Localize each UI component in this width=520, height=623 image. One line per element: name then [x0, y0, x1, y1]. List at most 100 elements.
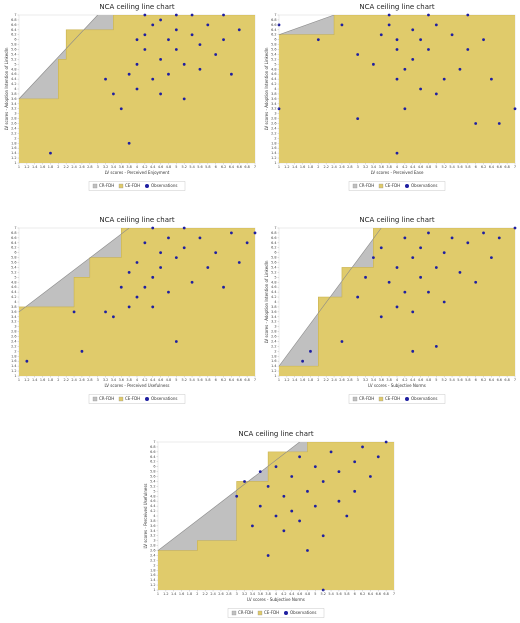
legend-box [227, 608, 325, 618]
observation-point [151, 305, 155, 309]
y-tick-label: 1.2 [150, 583, 155, 587]
observation-point [182, 62, 186, 66]
observation-point [135, 295, 139, 299]
observation-point [143, 241, 147, 245]
x-tick-label: 3 [357, 378, 359, 382]
x-tick-label: 7 [514, 165, 516, 169]
observation-point [379, 33, 383, 37]
y-tick-label: 4.8 [11, 67, 16, 71]
legend-label: Observations [151, 396, 177, 401]
observation-point [353, 489, 357, 493]
y-tick-label: 6.4 [150, 455, 155, 459]
x-tick-label: 1.8 [308, 165, 313, 169]
observation-point [119, 107, 123, 111]
legend-box [88, 394, 186, 404]
x-tick-label: 1.8 [187, 592, 192, 596]
y-tick-label: 1 [14, 161, 16, 165]
y-tick-label: 4 [14, 300, 16, 304]
y-tick-label: 1.8 [271, 141, 276, 145]
y-tick-label: 2.8 [150, 544, 155, 548]
x-tick-label: 3 [236, 592, 238, 596]
x-tick-label: 2.4 [331, 378, 336, 382]
observation-point [274, 514, 278, 518]
x-tick-label: 2 [196, 592, 198, 596]
y-tick-label: 4 [274, 87, 276, 91]
observation-point [387, 13, 391, 17]
observation-point [127, 72, 131, 76]
y-tick-label: 1.8 [11, 141, 16, 145]
x-axis-label: LV scores - Subjective Norms [247, 597, 305, 602]
x-tick-label: 6 [215, 378, 217, 382]
x-tick-label: 5.8 [205, 165, 210, 169]
observation-point [513, 107, 517, 111]
y-tick-label: 6 [153, 465, 155, 469]
y-tick-label: 3.4 [150, 529, 155, 533]
y-tick-label: 1.4 [11, 364, 16, 368]
observation-point [356, 53, 360, 56]
x-tick-label: 7 [254, 165, 256, 169]
legend-label: CE-FDH [125, 183, 140, 188]
x-tick-label: 2 [317, 378, 319, 382]
x-tick-label: 5.6 [457, 165, 462, 169]
x-tick-label: 3.4 [371, 378, 376, 382]
observation-point [427, 13, 430, 17]
x-tick-label: 6.2 [221, 378, 226, 382]
y-tick-label: 4.4 [271, 77, 276, 81]
y-tick-label: 6.6 [271, 23, 276, 27]
observation-point [490, 256, 493, 259]
x-tick-label: 1.2 [163, 592, 168, 596]
x-tick-label: 6.4 [489, 378, 494, 382]
y-tick-label: 2.4 [11, 126, 16, 130]
observation-point [266, 554, 270, 557]
observation-point [25, 359, 29, 363]
legend-swatch [378, 183, 384, 189]
x-tick-label: 5 [314, 592, 316, 596]
x-tick-label: 5.4 [189, 165, 194, 169]
y-tick-label: 6.8 [11, 18, 16, 22]
x-tick-label: 6.6 [237, 165, 242, 169]
observation-point [167, 38, 170, 42]
y-tick-label: 5.8 [271, 256, 276, 260]
y-tick-label: 7 [14, 13, 16, 17]
observation-point [266, 485, 270, 488]
ce-fdh-line [158, 442, 394, 551]
observation-point [384, 440, 388, 444]
x-tick-label: 2.6 [79, 378, 84, 382]
cr-fdh-line [279, 228, 382, 367]
x-tick-label: 2.6 [79, 165, 84, 169]
observation-point [127, 305, 131, 309]
observation-point [490, 77, 493, 81]
observation-point [159, 251, 163, 255]
observation-point [182, 97, 186, 101]
y-tick-label: 1.6 [271, 146, 276, 150]
x-tick-label: 6.6 [237, 378, 242, 382]
y-tick-label: 5 [274, 275, 276, 279]
y-tick-label: 4.6 [271, 285, 276, 289]
y-tick-label: 5.6 [271, 261, 276, 265]
observation-point [427, 48, 430, 51]
y-tick-label: 5.2 [11, 57, 16, 61]
observation-point [143, 285, 147, 289]
x-tick-label: 3.6 [119, 378, 124, 382]
observation-point [403, 236, 407, 240]
legend-label: CE-FDH [385, 183, 400, 188]
y-tick-label: 1 [274, 161, 276, 165]
x-tick-label: 4.6 [158, 165, 163, 169]
x-tick-label: 1.8 [48, 378, 53, 382]
y-tick-label: 1.6 [11, 146, 16, 150]
y-tick-label: 3.2 [271, 320, 276, 324]
y-tick-label: 3.6 [271, 310, 276, 314]
x-tick-label: 4.2 [142, 165, 147, 169]
observation-point [174, 48, 178, 51]
y-tick-label: 5 [274, 62, 276, 66]
chart-title: NCA ceiling line chart [99, 3, 175, 11]
y-tick-label: 3 [274, 112, 276, 116]
x-tick-label: 6 [475, 378, 477, 382]
observation-point [151, 226, 155, 230]
y-tick-label: 4.6 [271, 72, 276, 76]
observation-point [290, 509, 294, 513]
legend-label: Observations [290, 610, 316, 615]
